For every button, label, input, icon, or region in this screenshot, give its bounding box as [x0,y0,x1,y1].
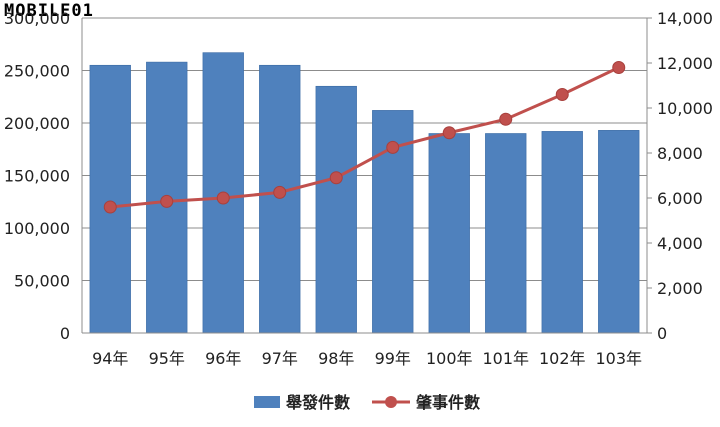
line-point [103,200,117,214]
series-line [110,66,620,209]
legend-bar-swatch [254,396,280,408]
right-tick-label: 6,000 [657,189,703,208]
line-point [442,126,456,140]
left-axis-ticks: 0 50,000 100,000 150,000 200,000 250,000 300,0… [4,9,70,343]
right-axis-ticks: 0 2,000 4,000 6,000 8,000 10,000 12,000 14,000 [657,9,713,343]
line-point [612,61,626,74]
bar [541,131,583,334]
bar [428,133,470,334]
bar [485,133,527,334]
watermark-logo: MOBILE01 [4,1,94,21]
bar [89,64,131,334]
x-tick-label: 100年 [426,349,473,368]
x-tick-label: 95年 [149,349,185,368]
x-tick-label: 103年 [595,349,642,368]
line-point [273,185,287,199]
bar [259,64,301,334]
left-tick-label: 150,000 [4,167,70,186]
right-tick-label: 10,000 [657,99,713,118]
legend: 舉發件數 肇事件數 [254,393,480,412]
line-point [499,112,513,126]
bar [315,85,357,334]
line-point [555,88,569,101]
x-axis-ticks: 94年 95年 96年 97年 98年 99年 100年 101年 102年 103年 [92,349,642,368]
x-tick-label: 102年 [539,349,586,368]
x-tick-label: 98年 [318,349,354,368]
x-tick-label: 96年 [205,349,241,368]
left-tick-label: 50,000 [14,272,70,291]
legend-line-marker [385,396,397,408]
x-tick-label: 97年 [262,349,298,368]
axes [81,17,652,334]
left-tick-label: 200,000 [4,114,70,133]
right-tick-label: 8,000 [657,144,703,163]
line-point [329,171,343,185]
x-tick-label: 94年 [92,349,128,368]
line-point [386,140,400,154]
right-tick-label: 4,000 [657,234,703,253]
x-tick-label: 99年 [375,349,411,368]
line-series [103,61,626,214]
left-tick-label: 300,000 [4,9,70,28]
line-point [160,194,174,208]
bar [598,130,640,334]
x-tick-label: 101年 [482,349,529,368]
left-tick-label: 100,000 [4,219,70,238]
right-tick-label: 2,000 [657,279,703,298]
line-point [216,191,230,205]
legend-bar-label: 舉發件數 [285,393,350,412]
legend-line-label: 肇事件數 [415,393,480,412]
right-tick-label: 12,000 [657,54,713,73]
right-tick-label: 14,000 [657,9,713,28]
right-tick-label: 0 [657,324,667,343]
left-tick-label: 0 [60,324,70,343]
left-tick-label: 250,000 [4,62,70,81]
